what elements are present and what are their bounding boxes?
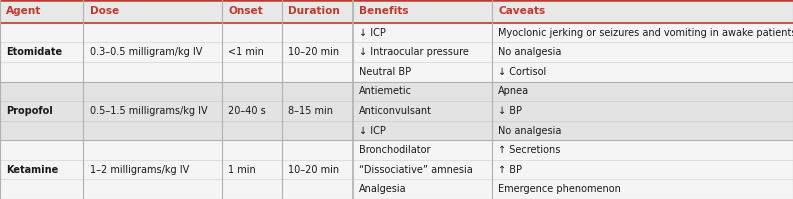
Text: ↑ BP: ↑ BP <box>498 165 522 175</box>
Text: Dose: Dose <box>90 6 119 17</box>
Text: ↓ ICP: ↓ ICP <box>359 126 386 136</box>
Bar <box>0 23 793 82</box>
Text: Onset: Onset <box>228 6 263 17</box>
Text: No analgesia: No analgesia <box>498 126 561 136</box>
Text: ↑ Secretions: ↑ Secretions <box>498 145 561 155</box>
Text: 8–15 min: 8–15 min <box>288 106 333 116</box>
Text: ↓ Cortisol: ↓ Cortisol <box>498 67 546 77</box>
Text: Apnea: Apnea <box>498 86 529 96</box>
Text: Duration: Duration <box>288 6 339 17</box>
Text: ↓ BP: ↓ BP <box>498 106 522 116</box>
Text: ↓ ICP: ↓ ICP <box>359 28 386 38</box>
Text: 0.3–0.5 milligram/kg IV: 0.3–0.5 milligram/kg IV <box>90 47 202 57</box>
Text: 1–2 milligrams/kg IV: 1–2 milligrams/kg IV <box>90 165 189 175</box>
Text: Ketamine: Ketamine <box>6 165 59 175</box>
Text: 1 min: 1 min <box>228 165 256 175</box>
Text: Etomidate: Etomidate <box>6 47 63 57</box>
Bar <box>0 0 793 23</box>
Text: 0.5–1.5 milligrams/kg IV: 0.5–1.5 milligrams/kg IV <box>90 106 207 116</box>
Text: 10–20 min: 10–20 min <box>288 165 339 175</box>
Text: Neutral BP: Neutral BP <box>359 67 412 77</box>
Text: 10–20 min: 10–20 min <box>288 47 339 57</box>
Text: Bronchodilator: Bronchodilator <box>359 145 431 155</box>
Text: Analgesia: Analgesia <box>359 184 407 194</box>
Bar <box>0 82 793 140</box>
Text: Caveats: Caveats <box>498 6 545 17</box>
Text: Benefits: Benefits <box>359 6 408 17</box>
Text: Propofol: Propofol <box>6 106 53 116</box>
Text: Antiemetic: Antiemetic <box>359 86 412 96</box>
Text: 20–40 s: 20–40 s <box>228 106 266 116</box>
Text: Emergence phenomenon: Emergence phenomenon <box>498 184 621 194</box>
Text: ↓ Intraocular pressure: ↓ Intraocular pressure <box>359 47 469 57</box>
Text: Agent: Agent <box>6 6 42 17</box>
Text: Anticonvulsant: Anticonvulsant <box>359 106 432 116</box>
Text: “Dissociative” amnesia: “Dissociative” amnesia <box>359 165 473 175</box>
Text: Myoclonic jerking or seizures and vomiting in awake patients: Myoclonic jerking or seizures and vomiti… <box>498 28 793 38</box>
Text: No analgesia: No analgesia <box>498 47 561 57</box>
Text: <1 min: <1 min <box>228 47 264 57</box>
Bar <box>0 140 793 199</box>
